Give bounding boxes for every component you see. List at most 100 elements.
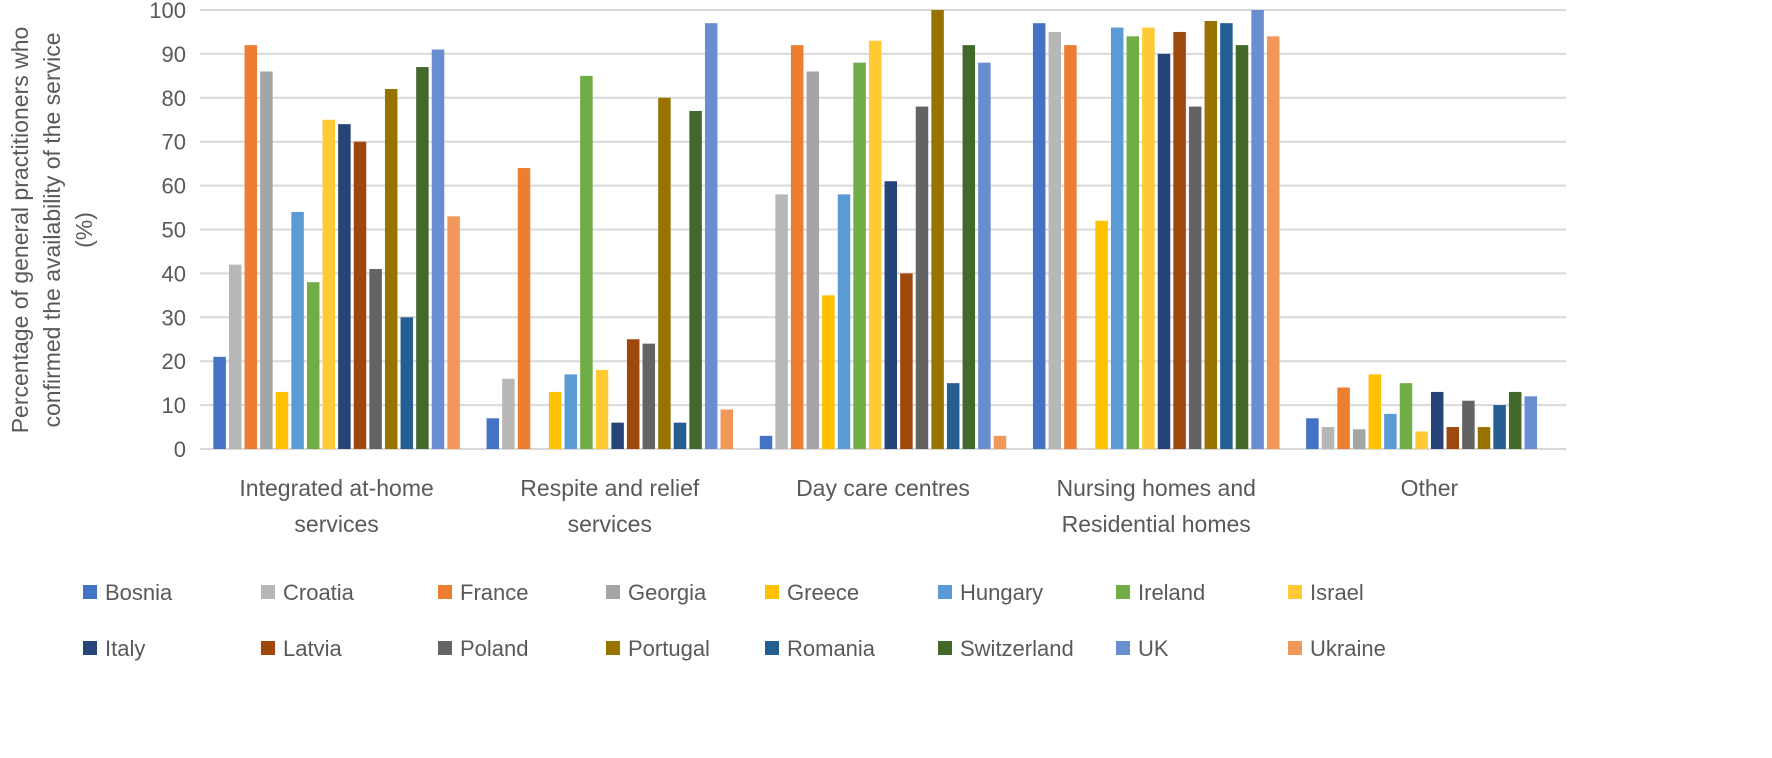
legend-swatch bbox=[765, 641, 779, 655]
category-label-line: Other bbox=[1401, 475, 1459, 501]
legend-label: Croatia bbox=[283, 580, 355, 605]
legend-swatch bbox=[261, 585, 275, 599]
bar-france bbox=[790, 45, 804, 450]
legend-item-croatia: Croatia bbox=[261, 580, 355, 605]
legend-label: Romania bbox=[787, 636, 876, 661]
bar-switzerland bbox=[1235, 45, 1249, 450]
y-tick-label: 100 bbox=[149, 0, 186, 23]
legend-swatch bbox=[1116, 585, 1130, 599]
legend-swatch bbox=[1116, 641, 1130, 655]
legend-label: Italy bbox=[105, 636, 145, 661]
legend-item-romania: Romania bbox=[765, 636, 876, 661]
legend-item-poland: Poland bbox=[438, 636, 529, 661]
y-axis-title-line: confirmed the availability of the servic… bbox=[39, 32, 65, 427]
bar-italy bbox=[884, 181, 898, 449]
legend-item-france: France bbox=[438, 580, 528, 605]
legend-item-uk: UK bbox=[1116, 636, 1169, 661]
legend-swatch bbox=[83, 585, 97, 599]
bar-poland bbox=[369, 269, 382, 449]
legend-swatch bbox=[261, 641, 275, 655]
x-axis-categories: Integrated at-home services Respite and re… bbox=[239, 475, 1458, 537]
bar-ireland bbox=[853, 62, 866, 450]
bar-israel bbox=[1142, 27, 1155, 450]
bar-latvia bbox=[626, 339, 640, 449]
category-label: Integrated at-home services bbox=[239, 475, 433, 537]
legend-label: Ireland bbox=[1138, 580, 1205, 605]
y-axis-title: Percentage of general practitioners who c… bbox=[7, 27, 97, 434]
legend-item-ukraine: Ukraine bbox=[1288, 636, 1386, 661]
bar-greece bbox=[1095, 220, 1108, 449]
bar-portugal bbox=[658, 97, 671, 450]
legend-swatch bbox=[765, 585, 779, 599]
legend-label: Ukraine bbox=[1310, 636, 1386, 661]
bar-ireland bbox=[580, 75, 593, 449]
bar-italy bbox=[1157, 53, 1171, 450]
bar-croatia bbox=[775, 194, 788, 449]
category-label: Day care centres bbox=[796, 475, 970, 501]
bar-poland bbox=[915, 106, 929, 449]
bar-france bbox=[1064, 45, 1077, 450]
bar-israel bbox=[1415, 431, 1428, 449]
bar-romania bbox=[400, 317, 414, 449]
bar-latvia bbox=[900, 273, 913, 449]
y-tick-label: 40 bbox=[162, 261, 186, 286]
bar-poland bbox=[1188, 106, 1202, 449]
bar-ukraine bbox=[447, 216, 460, 449]
legend-item-israel: Israel bbox=[1288, 580, 1364, 605]
legend-swatch bbox=[1288, 585, 1302, 599]
bar-poland bbox=[642, 343, 656, 449]
bar-switzerland bbox=[689, 110, 702, 449]
bar-ukraine bbox=[1266, 36, 1280, 450]
bar-croatia bbox=[228, 264, 242, 449]
legend-swatch bbox=[83, 641, 97, 655]
bar-bosnia bbox=[213, 356, 226, 449]
category-label: Respite and relief services bbox=[520, 475, 700, 537]
legend-item-greece: Greece bbox=[765, 580, 859, 605]
y-tick-label: 70 bbox=[162, 130, 186, 155]
bar-ukraine bbox=[720, 409, 734, 449]
bar-latvia bbox=[353, 141, 367, 449]
bar-israel bbox=[868, 40, 882, 449]
legend-label: Georgia bbox=[628, 580, 707, 605]
legend-label: Portugal bbox=[628, 636, 710, 661]
bar-romania bbox=[1220, 23, 1233, 449]
bar-greece bbox=[822, 295, 835, 449]
category-label-line: Respite and relief bbox=[520, 475, 700, 501]
bar-uk bbox=[978, 62, 991, 450]
category-label-line: services bbox=[294, 511, 378, 537]
bar-ireland bbox=[1399, 383, 1413, 449]
y-tick-label: 90 bbox=[162, 42, 186, 67]
bar-croatia bbox=[1321, 427, 1335, 449]
category-label-line: Nursing homes and bbox=[1056, 475, 1255, 501]
y-tick-label: 80 bbox=[162, 86, 186, 111]
bars bbox=[213, 10, 1538, 450]
y-axis-ticks: 0 10 20 30 40 50 60 70 80 90 100 bbox=[149, 0, 186, 462]
legend-swatch bbox=[938, 585, 952, 599]
legend-item-ireland: Ireland bbox=[1116, 580, 1205, 605]
bar-romania bbox=[673, 422, 687, 449]
category-label-line: Residential homes bbox=[1062, 511, 1251, 537]
bar-hungary bbox=[837, 194, 851, 449]
y-tick-label: 30 bbox=[162, 305, 186, 330]
legend-item-bosnia: Bosnia bbox=[83, 580, 173, 605]
legend-label: Latvia bbox=[283, 636, 342, 661]
bar-uk bbox=[1524, 396, 1538, 449]
bar-portugal bbox=[1477, 427, 1491, 449]
bar-greece bbox=[275, 391, 289, 449]
bar-switzerland bbox=[962, 45, 976, 450]
bar-israel bbox=[322, 119, 336, 449]
y-tick-label: 50 bbox=[162, 218, 186, 243]
bar-uk bbox=[1251, 10, 1264, 449]
bar-croatia bbox=[1048, 31, 1062, 449]
bar-georgia bbox=[806, 71, 820, 450]
bar-france bbox=[517, 168, 531, 450]
bar-greece bbox=[548, 391, 562, 449]
legend-item-latvia: Latvia bbox=[261, 636, 342, 661]
y-axis-title-line: (%) bbox=[71, 212, 97, 248]
legend-item-portugal: Portugal bbox=[606, 636, 710, 661]
category-label: Other bbox=[1401, 475, 1459, 501]
bar-italy bbox=[1430, 391, 1444, 449]
y-tick-label: 60 bbox=[162, 174, 186, 199]
bar-france bbox=[244, 45, 258, 450]
